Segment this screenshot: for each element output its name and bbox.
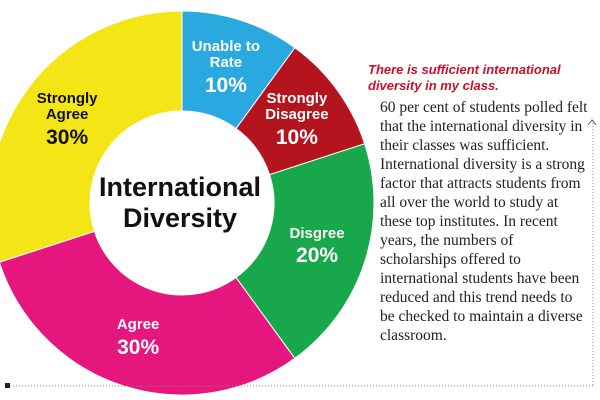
- slice-label: Agree 30%: [93, 317, 183, 359]
- category-label: Agree: [116, 316, 160, 334]
- value-label: 30%: [46, 125, 89, 149]
- value-label: 20%: [296, 244, 339, 268]
- pie-slice: [0, 10, 183, 263]
- annotation-title: There is sufficient international divers…: [368, 62, 561, 93]
- pie-slice: [181, 10, 296, 130]
- category-label: Unable to Rate: [191, 37, 261, 72]
- annotation: 60 per cent of students polled felt that…: [380, 99, 588, 344]
- category-label: Strongly Disagree: [265, 89, 329, 123]
- category-label: Disgree: [289, 225, 345, 243]
- arrow: [587, 119, 597, 126]
- value-label: 10%: [204, 73, 247, 97]
- slice-label: Disgree 20%: [272, 226, 362, 268]
- category-label: Strongly Agree: [36, 89, 98, 123]
- slice-label: Strongly Agree 30%: [22, 89, 112, 149]
- value-label: 30%: [117, 335, 160, 359]
- value-label: 10%: [275, 125, 318, 149]
- pie-slice: [0, 230, 296, 396]
- slice-label: Unable to Rate 10%: [181, 37, 271, 97]
- slice-label: Strongly Disagree 10%: [252, 89, 342, 149]
- chart-title: International Diversity: [98, 172, 261, 234]
- pie-slice: [235, 46, 366, 176]
- bullet: [5, 383, 10, 388]
- pie-slice: [235, 143, 375, 360]
